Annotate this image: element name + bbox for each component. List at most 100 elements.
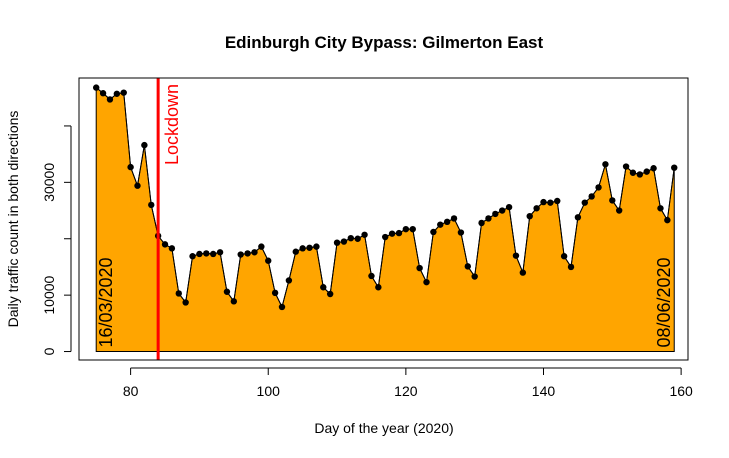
data-point (609, 197, 616, 204)
data-point (581, 199, 588, 206)
data-point (265, 257, 272, 264)
data-point (471, 273, 478, 280)
data-point (588, 193, 595, 200)
data-point (161, 241, 169, 248)
data-point (423, 278, 430, 286)
plot-frame (78, 77, 689, 361)
data-point (320, 284, 327, 291)
data-point (306, 244, 313, 251)
data-point (278, 303, 286, 311)
data-point (326, 290, 334, 298)
data-point (437, 221, 444, 228)
y-tick-label: 0 (41, 347, 57, 355)
data-point (189, 253, 196, 260)
data-point (615, 207, 623, 214)
data-point (650, 165, 657, 172)
data-point (216, 249, 224, 256)
data-point (203, 250, 210, 257)
y-tick-label: 10000 (41, 275, 57, 314)
x-axis-label: Day of the year (2020) (314, 420, 453, 436)
data-point (93, 84, 100, 91)
data-point (629, 169, 637, 176)
data-point (333, 239, 341, 246)
data-point (175, 290, 182, 297)
data-point (657, 205, 664, 212)
x-tick-label: 140 (532, 383, 556, 399)
data-point (554, 197, 561, 205)
data-point (450, 215, 458, 222)
data-point (464, 263, 471, 270)
data-point (292, 248, 299, 255)
data-point (230, 298, 238, 305)
data-point (127, 163, 134, 171)
data-point (258, 243, 265, 250)
data-point (106, 96, 114, 103)
data-point (622, 163, 630, 170)
data-point (340, 238, 348, 245)
y-tick-label: 30000 (41, 163, 57, 202)
data-point (168, 245, 176, 252)
data-point (223, 288, 231, 295)
data-point (512, 252, 520, 259)
data-point (271, 289, 279, 297)
data-point (402, 225, 410, 233)
area-fill (95, 86, 675, 353)
data-point (457, 229, 465, 236)
data-point (395, 229, 403, 237)
data-point (560, 253, 568, 260)
end-date-annotation: 08/06/2020 (654, 257, 674, 347)
data-point (505, 203, 513, 211)
lockdown-annotation: Lockdown (162, 84, 182, 165)
data-point (209, 250, 217, 258)
data-point (134, 182, 141, 189)
data-point (547, 199, 554, 206)
data-point (388, 230, 396, 237)
data-point (182, 299, 189, 306)
data-point (416, 264, 423, 272)
data-point (540, 198, 547, 206)
data-point (285, 277, 293, 284)
data-point (664, 216, 671, 224)
y-axis-label: Daily traffic count in both directions (5, 111, 21, 328)
data-point (368, 272, 375, 280)
data-point (148, 201, 155, 209)
data-point (313, 243, 320, 250)
start-date-annotation: 16/03/2020 (96, 257, 116, 347)
data-point (375, 284, 382, 291)
data-point (499, 207, 506, 214)
data-point (120, 89, 127, 96)
x-tick-label: 120 (394, 383, 418, 399)
data-point (251, 249, 258, 256)
data-point (485, 215, 492, 222)
data-point (643, 168, 650, 175)
x-tick-label: 80 (123, 383, 139, 399)
data-point (574, 214, 582, 221)
data-point (354, 235, 361, 242)
x-tick-label: 160 (669, 383, 693, 399)
data-point (196, 250, 203, 258)
data-point (361, 231, 368, 238)
data-point (478, 219, 485, 227)
data-point (237, 251, 244, 258)
data-point (409, 225, 416, 233)
data-point (602, 161, 609, 168)
data-point (382, 233, 389, 241)
data-point (671, 164, 678, 171)
data-point (567, 263, 575, 271)
chart-title: Edinburgh City Bypass: Gilmerton East (225, 33, 544, 52)
data-point (430, 228, 437, 236)
data-point (244, 250, 251, 257)
data-point (533, 205, 540, 212)
data-point (519, 269, 527, 276)
x-tick-label: 100 (257, 383, 281, 399)
data-point (526, 212, 533, 220)
data-point (347, 234, 355, 242)
data-point (299, 245, 306, 252)
data-point (443, 218, 451, 226)
data-point (113, 90, 121, 97)
data-point (492, 210, 499, 218)
data-point (595, 184, 602, 191)
data-point (141, 141, 148, 149)
